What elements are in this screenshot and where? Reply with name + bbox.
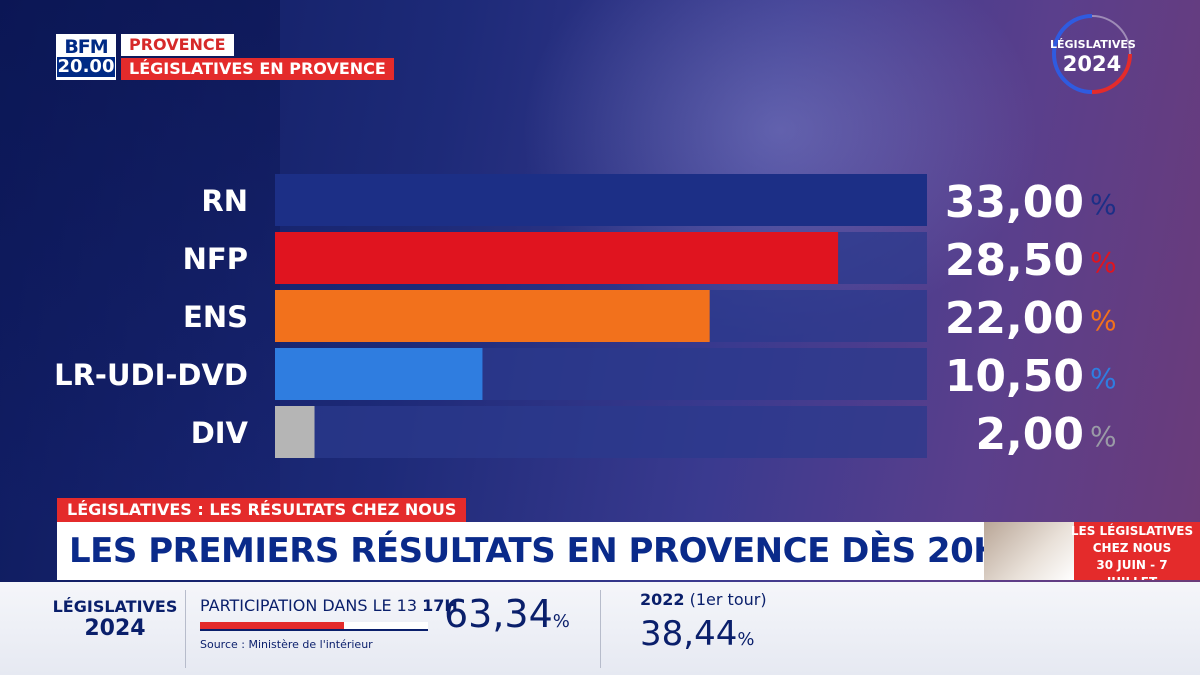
ticker-title-line1: LÉGISLATIVES (52, 597, 178, 616)
region-tag: PROVENCE (121, 34, 234, 56)
promo-text: LES LÉGISLATIVES CHEZ NOUS 30 JUIN - 7 J… (1070, 523, 1194, 580)
promo-line1: LES LÉGISLATIVES (1070, 524, 1194, 538)
compare-value: 38,44% (640, 614, 754, 654)
compare-number: 38,44 (640, 614, 738, 654)
value-label: 2,00 (975, 409, 1084, 460)
source-text: Source : Ministère de l'intérieur (200, 638, 373, 651)
lower-third-kicker: LÉGISLATIVES : LES RÉSULTATS CHEZ NOUS (57, 498, 467, 522)
promo-line2: CHEZ NOUS (1092, 541, 1172, 555)
participation-time: 17H (422, 596, 458, 615)
percent-sign: % (1090, 246, 1117, 279)
bar-div (275, 406, 315, 458)
promo-image (984, 522, 1074, 580)
bar-rn (275, 174, 927, 226)
badge-line2: 2024 (1062, 52, 1122, 76)
badge-line1: LÉGISLATIVES (1050, 38, 1136, 51)
category-label: LR-UDI-DVD (54, 358, 248, 392)
show-tag: LÉGISLATIVES EN PROVENCE (121, 58, 394, 80)
election-badge: LÉGISLATIVES 2024 (1050, 12, 1136, 96)
logo-top-text: BFM (64, 36, 108, 58)
compare-label: 2022 (1er tour) (640, 590, 767, 609)
category-label: ENS (183, 300, 248, 334)
ticker-title-line2: 2024 (84, 616, 146, 641)
percent-sign: % (1090, 420, 1117, 453)
ticker-bar: LÉGISLATIVES 2024 PARTICIPATION DANS LE … (0, 582, 1200, 675)
percent-sign: % (1090, 362, 1117, 395)
participation-value: 63,34% (444, 592, 570, 636)
bar-ens (275, 290, 710, 342)
value-label: 28,50 (945, 235, 1084, 286)
participation-label: PARTICIPATION DANS LE 13 17H (200, 596, 458, 615)
compare-round: (1er tour) (689, 590, 767, 609)
promo-line3: 30 JUIN - 7 JUILLET (1096, 558, 1168, 580)
compare-year: 2022 (640, 590, 685, 609)
percent-sign: % (1090, 304, 1117, 337)
value-label: 22,00 (945, 293, 1084, 344)
bar-track (275, 406, 927, 458)
participation-bar-fill (200, 622, 345, 629)
value-label: 10,50 (945, 351, 1084, 402)
bar-lr-udi-dvd (275, 348, 483, 400)
participation-percent: % (552, 611, 570, 632)
ticker-divider (185, 590, 186, 668)
participation-label-text: PARTICIPATION DANS LE 13 (200, 596, 418, 615)
category-label: NFP (183, 242, 248, 276)
lower-third-headline: LES PREMIERS RÉSULTATS EN PROVENCE DÈS 2… (57, 522, 1002, 580)
category-label: DIV (191, 416, 249, 450)
logo-bottom-text: 20.00 (57, 56, 115, 77)
channel-logo: BFM 20.00 (56, 34, 116, 80)
bar-nfp (275, 232, 839, 284)
ticker-title: LÉGISLATIVES 2024 (50, 598, 180, 642)
ticker-divider (600, 590, 601, 668)
promo-box: LES LÉGISLATIVES CHEZ NOUS 30 JUIN - 7 J… (984, 522, 1200, 580)
compare-percent: % (737, 629, 755, 650)
percent-sign: % (1090, 188, 1117, 221)
badge-ring-icon (1052, 14, 1132, 94)
category-label: RN (201, 184, 248, 218)
participation-number: 63,34 (444, 592, 553, 636)
value-label: 33,00 (945, 177, 1084, 228)
results-bar-chart: RN 33,00 % NFP 28,50 % ENS 22,00 % LR-UDI-DVD 10,5… (54, 174, 1117, 460)
